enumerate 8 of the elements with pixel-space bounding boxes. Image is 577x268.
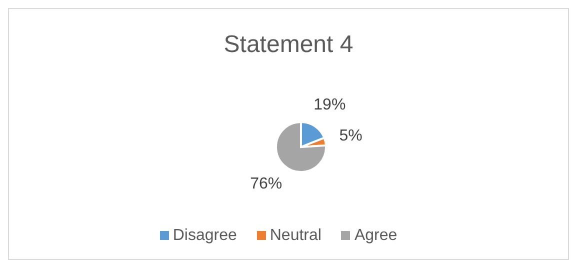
pie-slice (275, 121, 327, 173)
data-label: 5% (339, 127, 362, 144)
legend-label: Disagree (172, 227, 237, 244)
data-label: 19% (314, 96, 346, 114)
data-label: 76% (250, 176, 282, 193)
legend-label: Agree (354, 227, 398, 244)
chart-title: Statement 4 (222, 31, 354, 59)
legend-label: Neutral (270, 227, 322, 244)
